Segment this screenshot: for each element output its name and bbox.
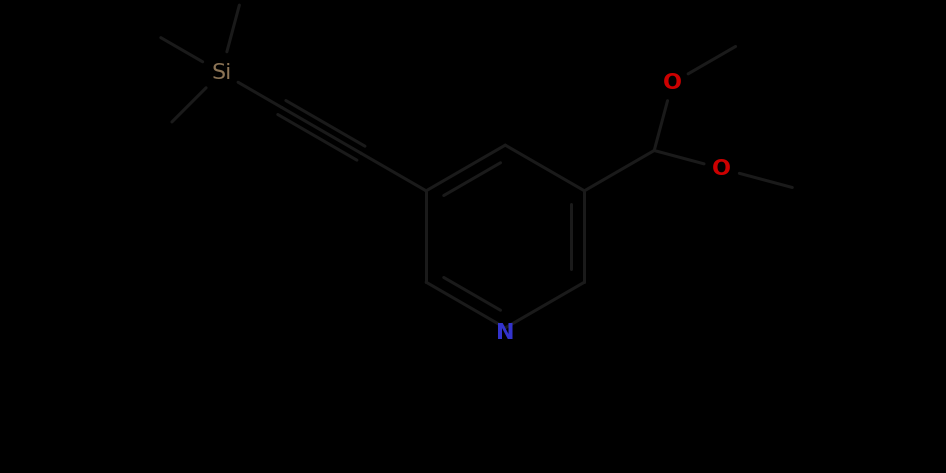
Text: Si: Si (211, 62, 232, 83)
Text: N: N (496, 323, 515, 343)
Text: O: O (712, 158, 731, 179)
Text: O: O (663, 73, 682, 93)
